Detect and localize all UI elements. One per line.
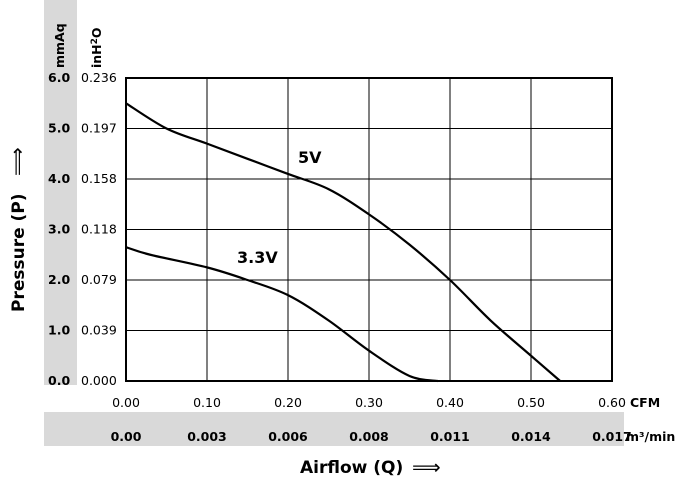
x-primary-tick-label: 0.50 [517,395,545,410]
x-primary-unit: CFM [630,395,660,410]
x-secondary-tick-label: 0.014 [511,429,551,444]
plot-frame [125,77,613,382]
y-secondary-tick-label: 0.197 [81,121,117,136]
y-secondary-tick-label: 0.118 [81,222,117,237]
x-secondary-unit: m³/min [626,429,675,444]
y-secondary-unit: inH2O [89,27,104,68]
x-secondary-tick-label: 0.006 [268,429,308,444]
x-primary-tick-label: 0.40 [436,395,464,410]
series-label-3.3v: 3.3V [237,248,278,267]
x-primary-tick-label: 0.00 [112,395,140,410]
y-axis-title: Pressure (P) [9,193,29,312]
x-secondary-tick-label: 0.003 [187,429,227,444]
y-secondary-column-bg [77,0,126,385]
y-primary-tick-label: 3.0 [48,222,70,237]
series-line-5v [125,102,561,382]
curves [125,102,561,383]
y-primary-ticks: 0.0 1.0 2.0 3.0 4.0 5.0 6.0 [48,70,70,388]
y-secondary-tick-label: 0.000 [81,373,117,388]
series-line-3.3v [125,246,439,383]
x-secondary-tick-label: 0.011 [430,429,470,444]
y-primary-tick-label: 6.0 [48,70,70,85]
x-primary-tick-label: 0.10 [193,395,221,410]
grid-lines [126,78,612,381]
x-axis-arrow: ⟹ [412,455,441,479]
y-secondary-tick-label: 0.039 [81,323,117,338]
y-secondary-tick-label: 0.079 [81,272,117,287]
y-primary-tick-label: 4.0 [48,171,70,186]
y-secondary-tick-label: 0.158 [81,171,117,186]
y-primary-tick-label: 0.0 [48,373,70,388]
y-axis-arrow: ⟹ [5,147,29,176]
y-secondary-tick-label: 0.236 [81,70,117,85]
x-primary-tick-label: 0.20 [274,395,302,410]
x-primary-ticks: 0.00 0.10 0.20 0.30 0.40 0.50 0.60 [112,395,626,410]
x-primary-tick-label: 0.30 [355,395,383,410]
y-primary-tick-label: 1.0 [48,323,70,338]
y-primary-tick-label: 2.0 [48,272,70,287]
x-secondary-tick-label: 0.00 [111,429,142,444]
x-axis-title: Airflow (Q) [300,458,403,478]
y-primary-column-bg [44,0,77,385]
x-secondary-ticks: 0.00 0.003 0.006 0.008 0.011 0.014 0.017 [111,429,632,444]
y-primary-tick-label: 5.0 [48,121,70,136]
x-unit-band [44,412,624,446]
x-secondary-tick-label: 0.017 [592,429,632,444]
y-secondary-ticks: 0.000 0.039 0.079 0.118 0.158 0.197 0.236 [81,70,117,388]
y-primary-unit: mmAq [52,23,67,68]
series-label-5v: 5V [298,148,322,167]
x-primary-tick-label: 0.60 [598,395,626,410]
x-secondary-tick-label: 0.008 [349,429,389,444]
